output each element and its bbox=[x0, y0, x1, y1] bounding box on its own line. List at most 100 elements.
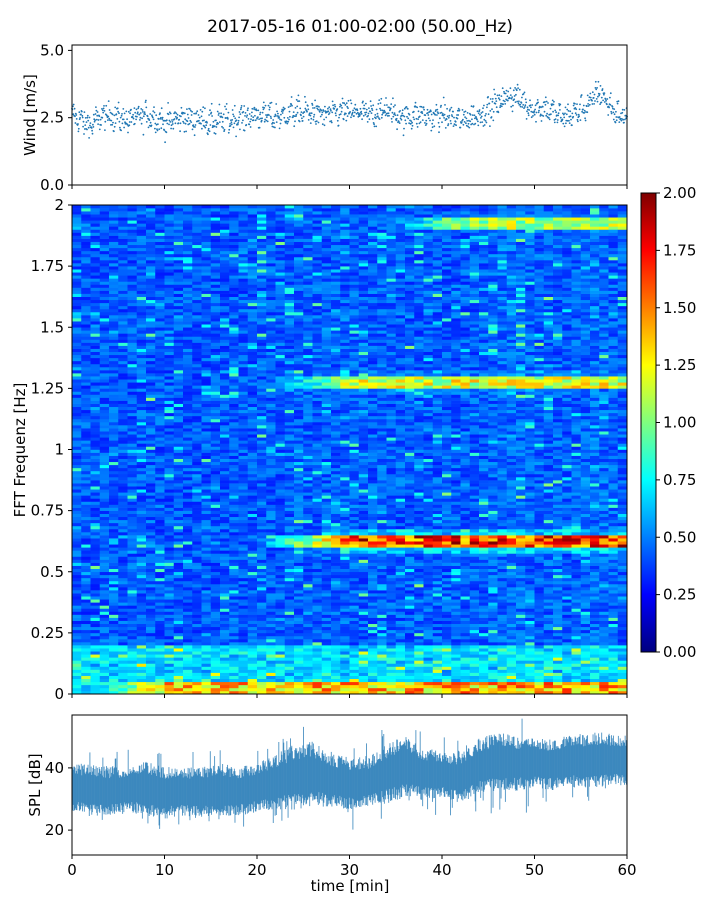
spectrogram-cell bbox=[210, 620, 221, 625]
wind-point bbox=[142, 115, 145, 118]
spectrogram-cell bbox=[247, 260, 258, 264]
spectrogram-cell bbox=[127, 614, 138, 618]
spectrogram-cell bbox=[164, 519, 175, 524]
spectrogram-cell bbox=[155, 363, 165, 368]
spectrogram-cell bbox=[275, 464, 286, 469]
spectrogram-cell bbox=[81, 687, 91, 692]
wind-point bbox=[330, 109, 332, 112]
wind-point bbox=[394, 114, 397, 116]
spectrogram-cell bbox=[146, 687, 156, 692]
spectrogram-cell bbox=[275, 605, 286, 609]
spectrogram-cell bbox=[81, 370, 91, 374]
wind-point bbox=[133, 107, 136, 109]
spectrogram-cell bbox=[136, 565, 147, 569]
spectrogram-cell bbox=[229, 214, 239, 218]
spectrogram-cell bbox=[127, 532, 138, 536]
wind-point bbox=[132, 117, 135, 120]
spectrogram-cell bbox=[266, 241, 276, 246]
spectrogram-cell bbox=[220, 547, 230, 551]
spectrogram-cell bbox=[192, 409, 202, 414]
spectrogram-cell bbox=[229, 302, 239, 307]
spectrogram-cell bbox=[201, 357, 212, 362]
wind-point bbox=[282, 106, 285, 109]
wind-point bbox=[404, 119, 407, 122]
spectrogram-cell bbox=[210, 333, 221, 337]
wind-point bbox=[333, 107, 336, 110]
spectrogram-cell bbox=[109, 513, 119, 518]
spectrogram-cell bbox=[266, 302, 276, 307]
spectrogram-cell bbox=[257, 483, 267, 487]
spectrogram-cell bbox=[118, 394, 128, 398]
wind-point bbox=[113, 130, 115, 133]
spectrogram-cell bbox=[109, 208, 119, 212]
spectrogram-cell bbox=[275, 528, 286, 533]
spectrogram-cell bbox=[99, 354, 110, 359]
spectrogram-cell bbox=[238, 336, 249, 340]
spectrogram-cell bbox=[247, 229, 258, 233]
wind-point bbox=[551, 99, 554, 102]
spectrogram-cell bbox=[81, 394, 91, 398]
spectrogram-cell bbox=[72, 403, 82, 408]
wind-point bbox=[275, 121, 278, 123]
spectrogram-cell bbox=[220, 651, 230, 655]
spectrogram-cell bbox=[109, 635, 119, 640]
spectrogram-cell bbox=[127, 440, 138, 444]
wind-point bbox=[225, 103, 228, 105]
spectrogram-cell bbox=[266, 290, 276, 294]
spectrogram-cell bbox=[229, 446, 239, 450]
spectrogram-cell bbox=[238, 431, 249, 435]
spectrogram-cell bbox=[183, 269, 193, 273]
spectrogram-cell bbox=[247, 394, 258, 398]
spectrogram-cell bbox=[109, 657, 119, 661]
spectrogram-cell bbox=[155, 434, 165, 438]
spectrogram-cell bbox=[99, 587, 110, 591]
spectrogram-cell bbox=[127, 211, 138, 215]
wind-point bbox=[540, 106, 542, 109]
spectrogram-cell bbox=[81, 235, 91, 239]
spectrogram-cell bbox=[247, 602, 258, 606]
spectrogram-cell bbox=[247, 308, 258, 313]
spectrogram-cell bbox=[220, 681, 230, 686]
spectrogram-cell bbox=[247, 363, 258, 368]
spectrogram-cell bbox=[99, 562, 110, 566]
wind-point bbox=[614, 121, 617, 124]
spectrogram-cell bbox=[118, 238, 128, 242]
spectrogram-cell bbox=[229, 428, 239, 432]
spectrogram-cell bbox=[155, 229, 165, 233]
spectrogram-cell bbox=[257, 532, 267, 536]
wind-point bbox=[624, 118, 626, 121]
spectrogram-cell bbox=[229, 669, 239, 673]
spectrogram-cell bbox=[183, 443, 193, 447]
spectrogram-cell bbox=[90, 486, 101, 490]
wind-point bbox=[236, 123, 239, 126]
spectrogram-cell bbox=[99, 385, 110, 389]
wind-point bbox=[409, 122, 412, 125]
spectrogram-cell bbox=[136, 587, 147, 591]
spectrogram-cell bbox=[257, 690, 267, 694]
spectrogram-cell bbox=[155, 522, 165, 527]
wind-point bbox=[603, 93, 605, 96]
spectrogram-cell bbox=[210, 446, 221, 450]
spectrogram-cell bbox=[229, 281, 239, 285]
wind-point bbox=[193, 112, 196, 115]
spectrogram-cell bbox=[192, 425, 202, 429]
spectrogram-cell bbox=[173, 403, 184, 408]
spectrogram-cell bbox=[192, 214, 202, 218]
spectrogram-cell bbox=[164, 217, 175, 221]
spectrogram-cell bbox=[81, 620, 91, 625]
spectrogram-cell bbox=[266, 391, 276, 395]
spectrogram-cell bbox=[146, 553, 156, 557]
spectrogram-cell bbox=[164, 620, 175, 625]
spectrogram-cell bbox=[257, 547, 267, 551]
spectrogram-cell bbox=[99, 208, 110, 212]
spectrogram-cell bbox=[99, 232, 110, 236]
spectrogram-cell bbox=[220, 666, 230, 670]
wind-point bbox=[257, 109, 260, 112]
spectrogram-cell bbox=[146, 299, 156, 304]
spectrogram-cell bbox=[220, 559, 230, 563]
wind-point bbox=[249, 126, 252, 128]
spectrogram-cell bbox=[72, 391, 82, 395]
spectrogram-cell bbox=[164, 678, 175, 683]
spectrogram-cell bbox=[220, 642, 230, 646]
wind-point bbox=[376, 112, 379, 115]
